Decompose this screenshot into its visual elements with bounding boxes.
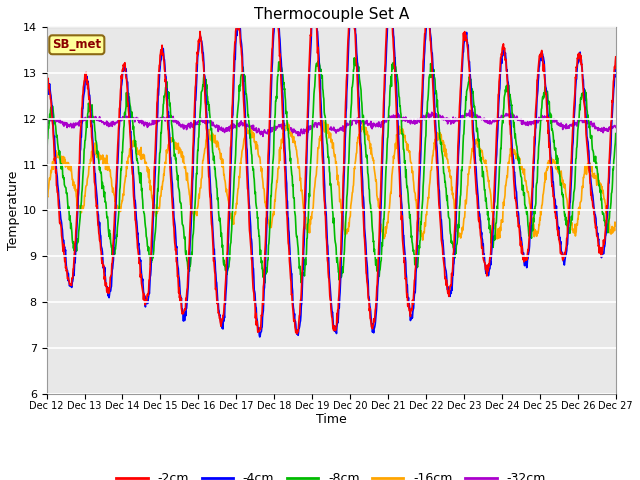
-16cm bbox=[233, 202, 241, 207]
-32cm bbox=[612, 124, 620, 130]
-4cm bbox=[233, 33, 241, 38]
-8cm bbox=[170, 138, 177, 144]
Line: -4cm: -4cm bbox=[47, 1, 616, 337]
-16cm bbox=[420, 230, 428, 236]
-4cm bbox=[612, 64, 620, 70]
Title: Thermocouple Set A: Thermocouple Set A bbox=[253, 7, 409, 22]
-16cm bbox=[419, 237, 427, 243]
Line: -16cm: -16cm bbox=[47, 121, 616, 240]
-4cm bbox=[170, 196, 177, 202]
-4cm bbox=[156, 75, 163, 81]
Legend: -2cm, -4cm, -8cm, -16cm, -32cm: -2cm, -4cm, -8cm, -16cm, -32cm bbox=[111, 467, 551, 480]
-32cm bbox=[233, 121, 241, 127]
Line: -32cm: -32cm bbox=[47, 110, 616, 136]
Line: -2cm: -2cm bbox=[47, 2, 616, 334]
-2cm bbox=[495, 91, 502, 97]
-8cm bbox=[545, 101, 553, 107]
-16cm bbox=[319, 118, 327, 124]
-8cm bbox=[43, 151, 51, 156]
-32cm bbox=[43, 118, 51, 123]
-2cm bbox=[420, 38, 428, 44]
-8cm bbox=[612, 131, 620, 136]
-2cm bbox=[233, 18, 241, 24]
-4cm bbox=[256, 334, 264, 340]
-32cm bbox=[545, 117, 553, 122]
X-axis label: Time: Time bbox=[316, 413, 346, 426]
-16cm bbox=[545, 158, 553, 164]
-16cm bbox=[156, 206, 163, 212]
-8cm bbox=[233, 123, 241, 129]
-8cm bbox=[156, 160, 163, 166]
-16cm bbox=[495, 235, 502, 241]
-32cm bbox=[170, 113, 177, 119]
-32cm bbox=[259, 133, 267, 139]
-4cm bbox=[43, 90, 51, 96]
Y-axis label: Temperature: Temperature bbox=[7, 171, 20, 250]
-8cm bbox=[261, 280, 269, 286]
-16cm bbox=[43, 197, 51, 203]
-4cm bbox=[420, 53, 428, 59]
-4cm bbox=[495, 101, 502, 107]
-4cm bbox=[386, 0, 394, 4]
-8cm bbox=[391, 55, 399, 60]
-32cm bbox=[420, 113, 428, 119]
-2cm bbox=[545, 144, 553, 150]
-8cm bbox=[420, 158, 428, 164]
-16cm bbox=[612, 222, 620, 228]
-2cm bbox=[170, 216, 177, 222]
-4cm bbox=[545, 126, 553, 132]
-2cm bbox=[612, 54, 620, 60]
-2cm bbox=[293, 331, 301, 336]
-8cm bbox=[495, 182, 502, 188]
-2cm bbox=[156, 62, 163, 68]
-32cm bbox=[466, 107, 474, 113]
-32cm bbox=[495, 118, 502, 123]
Line: -8cm: -8cm bbox=[47, 58, 616, 283]
-2cm bbox=[346, 0, 354, 5]
-2cm bbox=[43, 79, 51, 85]
-32cm bbox=[156, 118, 163, 123]
-16cm bbox=[170, 138, 177, 144]
Text: SB_met: SB_met bbox=[52, 38, 101, 51]
